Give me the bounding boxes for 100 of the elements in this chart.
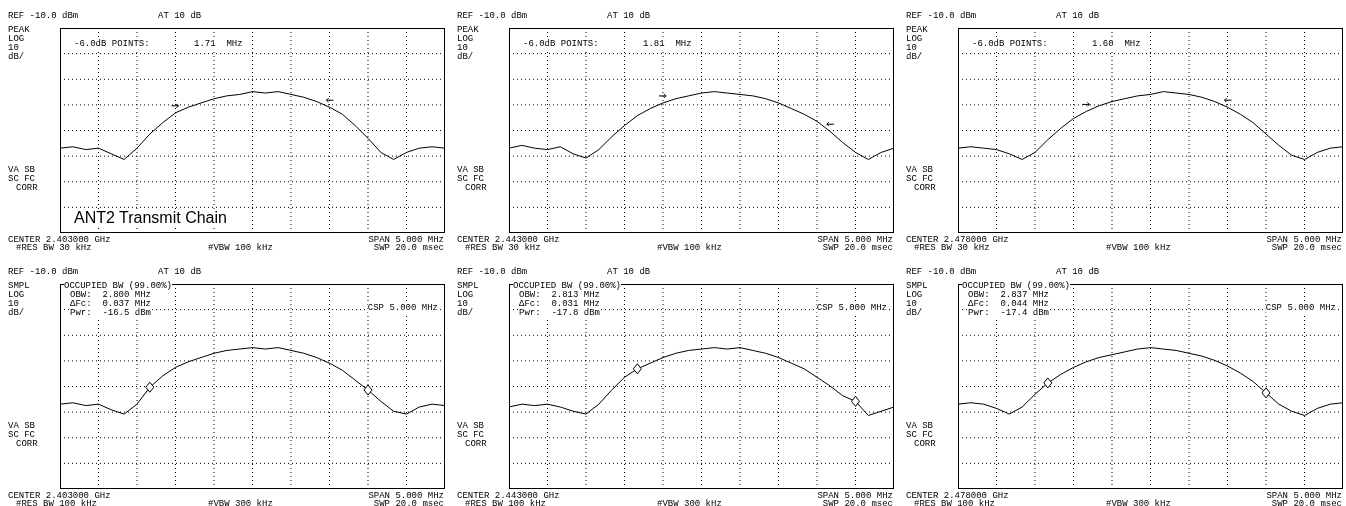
text: SPAN 5.000 MHz xyxy=(368,235,444,245)
text: SPAN 5.000 MHz xyxy=(1266,235,1342,245)
text: OBW: 2.813 MHz xyxy=(519,290,601,300)
text: #VBW 300 kHz xyxy=(208,499,273,506)
text: 1.60 MHz xyxy=(1092,39,1141,49)
text: SC FC xyxy=(8,430,36,440)
text: SPAN 5.000 MHz xyxy=(817,491,893,501)
text: -6.0dB POINTS: xyxy=(74,39,150,49)
text: OCCUPIED BW (99.00%) xyxy=(513,281,622,291)
text: SPAN 5.000 MHz xyxy=(1266,491,1342,501)
text: SPAN 5.000 MHz xyxy=(368,491,444,501)
text: #VBW 300 kHz xyxy=(657,499,722,506)
text: ΔFc: 0.044 MHz xyxy=(968,299,1050,309)
text: VA SB xyxy=(906,421,934,431)
text: dB/ xyxy=(906,52,923,62)
text: CSP 5.000 MHz xyxy=(1265,303,1336,313)
text: CSP 5.000 MHz xyxy=(367,303,438,313)
text: LOG xyxy=(8,290,25,300)
text: #VBW 100 kHz xyxy=(657,243,722,253)
text: ΔFc: 0.031 MHz xyxy=(519,299,601,309)
text: AT 10 dB xyxy=(1056,267,1100,277)
text: CENTER 2.478000 GHz xyxy=(906,491,1009,501)
text: SWP 20.0 msec xyxy=(1271,499,1342,506)
text: CENTER 2.443000 GHz xyxy=(457,491,560,501)
text: #RES BW 100 kHz xyxy=(914,499,996,506)
text: REF -10.0 dBm xyxy=(8,267,79,277)
text: 10 xyxy=(8,43,19,53)
text: Pwr: -17.8 dBm xyxy=(519,308,601,318)
text: PEAK xyxy=(8,25,30,35)
text: -6.0dB POINTS: xyxy=(523,39,599,49)
text: #RES BW 30 kHz xyxy=(465,243,541,253)
text: LOG xyxy=(457,34,474,44)
text: PEAK xyxy=(457,25,479,35)
text: VA SB xyxy=(8,421,36,431)
text: AT 10 dB xyxy=(607,267,651,277)
text: #VBW 300 kHz xyxy=(1106,499,1171,506)
text: SMPL xyxy=(8,281,30,291)
text: SC FC xyxy=(8,174,36,184)
text: AT 10 dB xyxy=(158,267,202,277)
text: SPAN 5.000 MHz xyxy=(817,235,893,245)
text: #VBW 100 kHz xyxy=(208,243,273,253)
text: #VBW 100 kHz xyxy=(1106,243,1171,253)
text: LOG xyxy=(457,290,474,300)
text: VA SB xyxy=(8,165,36,175)
text: AT 10 dB xyxy=(607,11,651,21)
text: SWP 20.0 msec xyxy=(1271,243,1342,253)
text: ANT2 Transmit Chain xyxy=(74,209,227,227)
text: -6.0dB POINTS: xyxy=(972,39,1048,49)
text: VA SB xyxy=(457,165,485,175)
text: AT 10 dB xyxy=(1056,11,1100,21)
text: CENTER 2.403000 GHz xyxy=(8,491,111,501)
text: LOG xyxy=(8,34,25,44)
text: 1.71 MHz xyxy=(194,39,243,49)
text: 10 xyxy=(457,43,468,53)
text: SMPL xyxy=(906,281,928,291)
text: CORR xyxy=(914,439,936,449)
text: Pwr: -16.5 dBm xyxy=(70,308,152,318)
text: OBW: 2.800 MHz xyxy=(70,290,152,300)
text: CORR xyxy=(914,183,936,193)
text: SC FC xyxy=(906,430,934,440)
text: OCCUPIED BW (99.00%) xyxy=(962,281,1071,291)
text: CORR xyxy=(465,439,487,449)
text: AT 10 dB xyxy=(158,11,202,21)
text: 10 xyxy=(906,43,917,53)
text: SC FC xyxy=(906,174,934,184)
text: REF -10.0 dBm xyxy=(906,11,977,21)
text: 10 xyxy=(457,299,468,309)
text: CORR xyxy=(16,183,38,193)
text: REF -10.0 dBm xyxy=(906,267,977,277)
text: 10 xyxy=(8,299,19,309)
text: CORR xyxy=(465,183,487,193)
text: dB/ xyxy=(8,308,25,318)
text: dB/ xyxy=(457,308,474,318)
text: LOG xyxy=(906,34,923,44)
text: VA SB xyxy=(906,165,934,175)
text: 10 xyxy=(906,299,917,309)
text: dB/ xyxy=(906,308,923,318)
text: SWP 20.0 msec xyxy=(822,243,893,253)
text: PEAK xyxy=(906,25,928,35)
text: #RES BW 30 kHz xyxy=(914,243,990,253)
text: REF -10.0 dBm xyxy=(457,267,528,277)
text: CENTER 2.443000 GHz xyxy=(457,235,560,245)
text: VA SB xyxy=(457,421,485,431)
text: SWP 20.0 msec xyxy=(822,499,893,506)
text: #RES BW 100 kHz xyxy=(16,499,98,506)
text: REF -10.0 dBm xyxy=(8,11,79,21)
text: SWP 20.0 msec xyxy=(373,243,444,253)
text: ΔFc: 0.037 MHz xyxy=(70,299,152,309)
text: SWP 20.0 msec xyxy=(373,499,444,506)
text: #RES BW 30 kHz xyxy=(16,243,92,253)
text: dB/ xyxy=(8,52,25,62)
text: SMPL xyxy=(457,281,479,291)
text: LOG xyxy=(906,290,923,300)
text: OBW: 2.837 MHz xyxy=(968,290,1050,300)
text: Pwr: -17.4 dBm xyxy=(968,308,1050,318)
text: CENTER 2.478000 GHz xyxy=(906,235,1009,245)
text: #RES BW 100 kHz xyxy=(465,499,547,506)
text: CORR xyxy=(16,439,38,449)
text: REF -10.0 dBm xyxy=(457,11,528,21)
text: SC FC xyxy=(457,430,485,440)
